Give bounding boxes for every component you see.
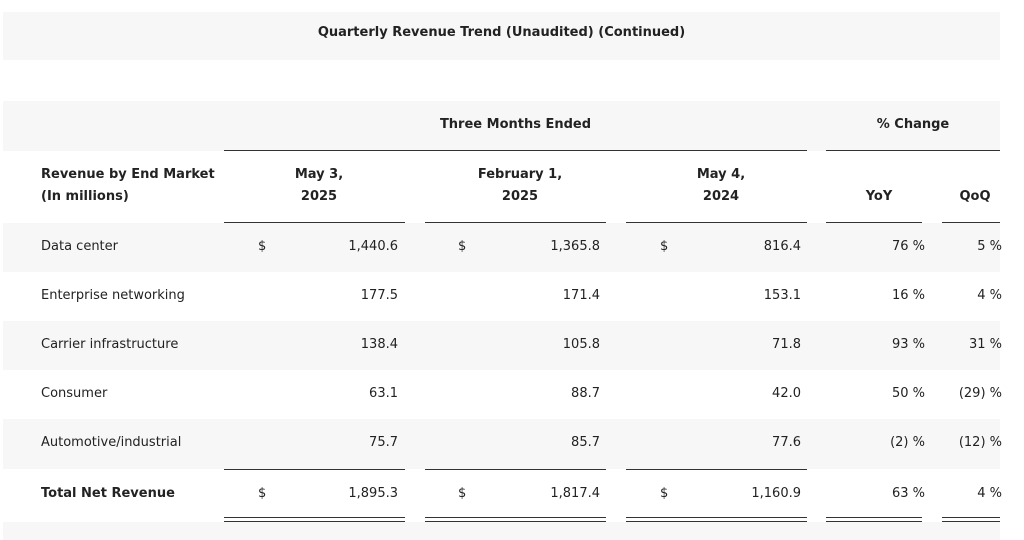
value-may-3-2025: 63.1 bbox=[369, 386, 398, 401]
group-header-band bbox=[3, 101, 1000, 151]
currency-symbol: $ bbox=[660, 486, 669, 501]
header-underline-qoq bbox=[942, 222, 1000, 223]
table-title: Quarterly Revenue Trend (Unaudited) (Con… bbox=[317, 25, 686, 40]
value-qoq: 5 % bbox=[977, 239, 1002, 254]
total-february-1-2025: 1,817.4 bbox=[550, 486, 600, 501]
row-header: Revenue by End Market (In millions) bbox=[41, 164, 215, 208]
value-may-4-2024: 42.0 bbox=[772, 386, 801, 401]
total-yoy: 63 % bbox=[891, 486, 925, 501]
header-underline-c1 bbox=[224, 222, 405, 223]
value-may-4-2024: 77.6 bbox=[772, 435, 801, 450]
row-band-bottom bbox=[3, 522, 1000, 540]
total-double-line-c1 bbox=[224, 517, 405, 522]
row-label: Data center bbox=[41, 239, 118, 254]
total-may-3-2025: 1,895.3 bbox=[348, 486, 398, 501]
column-header-may-3-2025: May 3, 2025 bbox=[224, 164, 414, 208]
row-band-data-center bbox=[3, 223, 1000, 272]
value-february-1-2025: 85.7 bbox=[571, 435, 600, 450]
value-yoy: 16 % bbox=[891, 288, 925, 303]
value-may-4-2024: 816.4 bbox=[763, 239, 801, 254]
group-header-three-months: Three Months Ended bbox=[439, 117, 592, 132]
column-header-line1: May 3, bbox=[294, 167, 344, 182]
total-double-line-c2 bbox=[425, 517, 606, 522]
currency-symbol: $ bbox=[258, 239, 267, 254]
total-may-4-2024: 1,160.9 bbox=[751, 486, 801, 501]
value-qoq: (29) % bbox=[958, 386, 1002, 401]
value-qoq: (12) % bbox=[958, 435, 1002, 450]
value-may-4-2024: 71.8 bbox=[772, 337, 801, 352]
row-label: Consumer bbox=[41, 386, 108, 401]
column-header-may-4-2024: May 4, 2024 bbox=[626, 164, 816, 208]
total-label: Total Net Revenue bbox=[41, 486, 175, 501]
header-underline-yoy bbox=[826, 222, 922, 223]
column-header-line2: 2024 bbox=[702, 189, 740, 204]
value-may-3-2025: 177.5 bbox=[360, 288, 398, 303]
currency-symbol: $ bbox=[458, 239, 467, 254]
value-february-1-2025: 171.4 bbox=[562, 288, 600, 303]
column-header-line2: 2025 bbox=[501, 189, 539, 204]
row-header-line2: (In millions) bbox=[41, 189, 129, 204]
value-february-1-2025: 105.8 bbox=[562, 337, 600, 352]
column-header-qoq: QoQ bbox=[959, 189, 991, 204]
header-underline-c3 bbox=[626, 222, 807, 223]
value-february-1-2025: 88.7 bbox=[571, 386, 600, 401]
row-label: Automotive/industrial bbox=[41, 435, 182, 450]
value-yoy: (2) % bbox=[890, 435, 925, 450]
group-underline-three-months bbox=[224, 150, 807, 151]
currency-symbol: $ bbox=[458, 486, 467, 501]
value-may-3-2025: 75.7 bbox=[369, 435, 398, 450]
value-may-4-2024: 153.1 bbox=[763, 288, 801, 303]
row-label: Enterprise networking bbox=[41, 288, 185, 303]
value-yoy: 93 % bbox=[891, 337, 925, 352]
column-header-yoy: YoY bbox=[865, 189, 893, 204]
total-qoq: 4 % bbox=[977, 486, 1002, 501]
group-underline-pct-change bbox=[826, 150, 1000, 151]
group-header-pct-change: % Change bbox=[876, 117, 950, 132]
total-double-line-c3 bbox=[626, 517, 807, 522]
subtotal-line-c3 bbox=[626, 469, 807, 470]
value-may-3-2025: 138.4 bbox=[360, 337, 398, 352]
column-header-line1: May 4, bbox=[696, 167, 746, 182]
row-header-line1: Revenue by End Market bbox=[41, 167, 215, 182]
value-february-1-2025: 1,365.8 bbox=[550, 239, 600, 254]
currency-symbol: $ bbox=[258, 486, 267, 501]
value-may-3-2025: 1,440.6 bbox=[348, 239, 398, 254]
currency-symbol: $ bbox=[660, 239, 669, 254]
header-underline-c2 bbox=[425, 222, 606, 223]
column-header-line1: February 1, bbox=[477, 167, 563, 182]
value-yoy: 50 % bbox=[891, 386, 925, 401]
row-band-automotive-industrial bbox=[3, 419, 1000, 469]
value-yoy: 76 % bbox=[891, 239, 925, 254]
total-double-line-yoy bbox=[826, 517, 922, 522]
row-label: Carrier infrastructure bbox=[41, 337, 179, 352]
subtotal-line-c1 bbox=[224, 469, 405, 470]
total-double-line-qoq bbox=[942, 517, 1000, 522]
value-qoq: 31 % bbox=[968, 337, 1002, 352]
column-header-line2: 2025 bbox=[300, 189, 338, 204]
title-band bbox=[3, 12, 1000, 60]
subtotal-line-c2 bbox=[425, 469, 606, 470]
column-header-february-1-2025: February 1, 2025 bbox=[425, 164, 615, 208]
value-qoq: 4 % bbox=[977, 288, 1002, 303]
row-band-carrier-infrastructure bbox=[3, 321, 1000, 370]
